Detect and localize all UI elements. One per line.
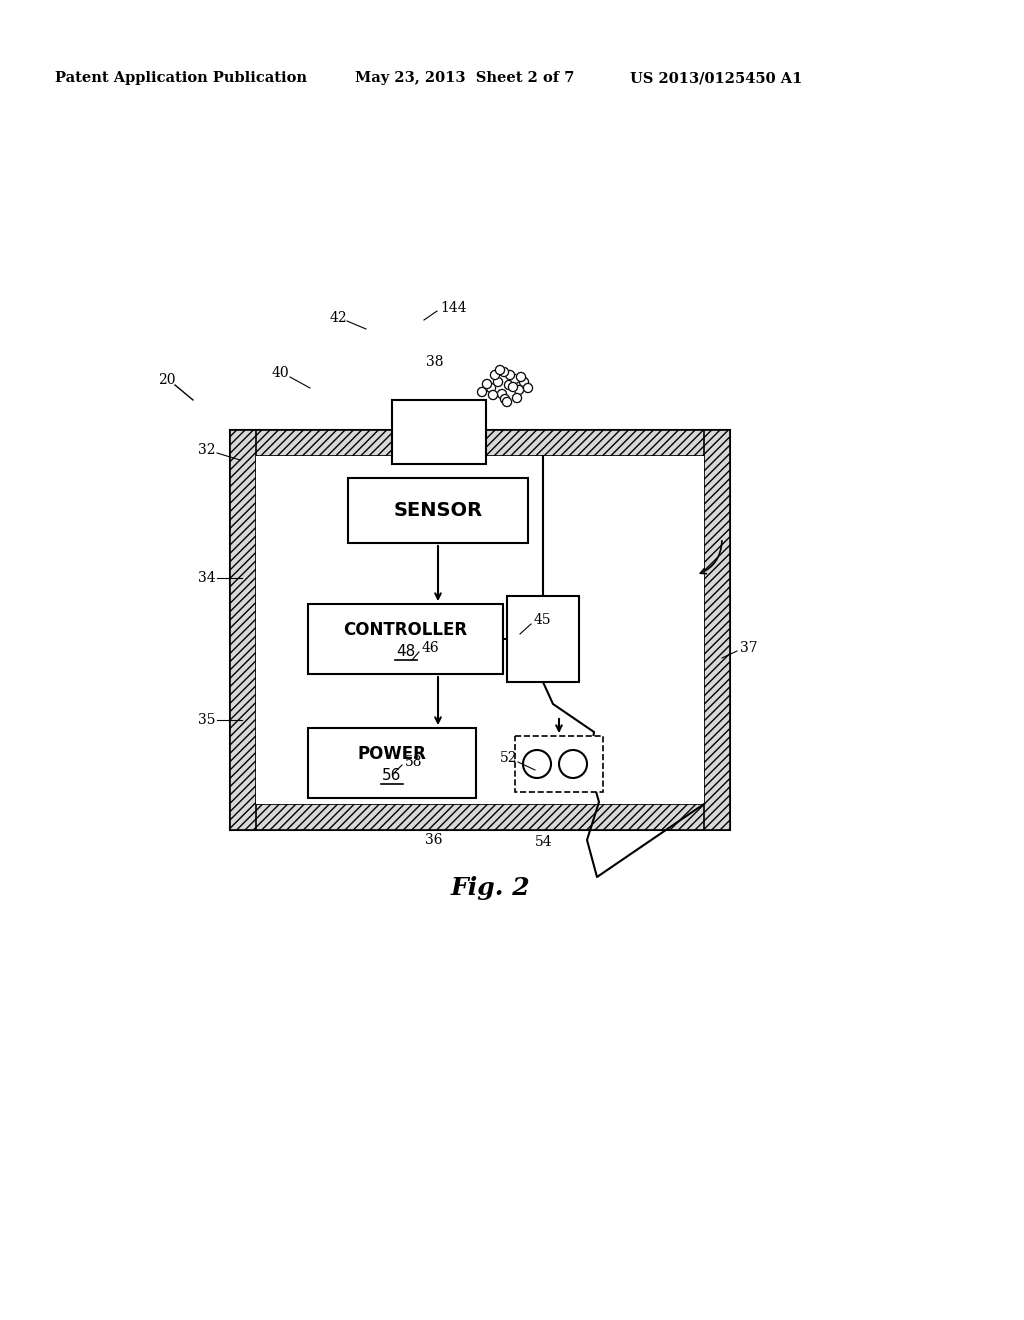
Text: Patent Application Publication: Patent Application Publication — [55, 71, 307, 84]
Circle shape — [490, 371, 500, 380]
Text: 56: 56 — [382, 767, 401, 783]
Circle shape — [486, 384, 496, 392]
Circle shape — [494, 378, 503, 387]
Circle shape — [512, 393, 521, 403]
Circle shape — [503, 397, 512, 407]
Circle shape — [503, 397, 512, 407]
Text: 37: 37 — [740, 642, 758, 655]
Circle shape — [519, 378, 528, 387]
Circle shape — [482, 380, 492, 388]
Circle shape — [477, 388, 486, 396]
Text: 48: 48 — [396, 644, 415, 659]
Circle shape — [511, 375, 519, 384]
Circle shape — [516, 372, 525, 381]
Bar — [230, 804, 730, 830]
Text: 40: 40 — [272, 366, 290, 380]
Circle shape — [490, 371, 500, 380]
Circle shape — [519, 378, 528, 387]
Text: 54: 54 — [535, 836, 553, 849]
Text: 20: 20 — [158, 374, 175, 387]
Text: 58: 58 — [406, 755, 423, 770]
Circle shape — [482, 380, 492, 388]
Circle shape — [501, 395, 510, 404]
Circle shape — [501, 395, 510, 404]
Bar — [230, 430, 256, 830]
Bar — [308, 605, 503, 675]
Bar — [348, 478, 528, 543]
Circle shape — [516, 372, 525, 381]
Circle shape — [512, 393, 521, 403]
Bar — [230, 430, 730, 830]
Bar — [392, 400, 486, 465]
Circle shape — [514, 385, 523, 395]
Text: US 2013/0125450 A1: US 2013/0125450 A1 — [630, 71, 803, 84]
Circle shape — [500, 367, 509, 376]
Circle shape — [509, 383, 517, 392]
Circle shape — [498, 389, 507, 399]
Text: 34: 34 — [198, 572, 216, 585]
Bar — [256, 455, 705, 804]
Circle shape — [498, 389, 507, 399]
Bar — [705, 430, 730, 830]
Circle shape — [488, 391, 498, 400]
Text: 38: 38 — [426, 355, 443, 370]
Circle shape — [488, 391, 498, 400]
Circle shape — [506, 371, 514, 380]
Bar — [398, 430, 480, 458]
Text: POWER: POWER — [357, 744, 426, 763]
Circle shape — [523, 384, 532, 392]
Text: 36: 36 — [425, 833, 442, 847]
Circle shape — [496, 366, 505, 375]
Bar — [230, 430, 730, 455]
Text: 144: 144 — [440, 301, 467, 315]
Circle shape — [509, 383, 517, 392]
Text: 32: 32 — [198, 444, 215, 457]
Bar — [507, 597, 579, 682]
Text: SENSOR: SENSOR — [393, 502, 482, 520]
Circle shape — [486, 384, 496, 392]
Circle shape — [506, 371, 514, 380]
Circle shape — [511, 375, 519, 384]
Circle shape — [500, 367, 509, 376]
Text: Fig. 2: Fig. 2 — [451, 876, 529, 900]
Text: May 23, 2013  Sheet 2 of 7: May 23, 2013 Sheet 2 of 7 — [355, 71, 574, 84]
Circle shape — [514, 385, 523, 395]
Circle shape — [523, 384, 532, 392]
Circle shape — [505, 380, 513, 389]
Text: 35: 35 — [198, 713, 215, 727]
Bar — [515, 737, 603, 792]
Bar — [308, 729, 476, 799]
Circle shape — [477, 388, 486, 396]
Text: 46: 46 — [422, 642, 439, 655]
Text: 52: 52 — [500, 751, 517, 766]
Circle shape — [494, 378, 503, 387]
Circle shape — [505, 380, 513, 389]
Text: 45: 45 — [534, 612, 552, 627]
Text: CONTROLLER: CONTROLLER — [343, 620, 468, 639]
Circle shape — [496, 366, 505, 375]
Text: 42: 42 — [330, 312, 347, 325]
